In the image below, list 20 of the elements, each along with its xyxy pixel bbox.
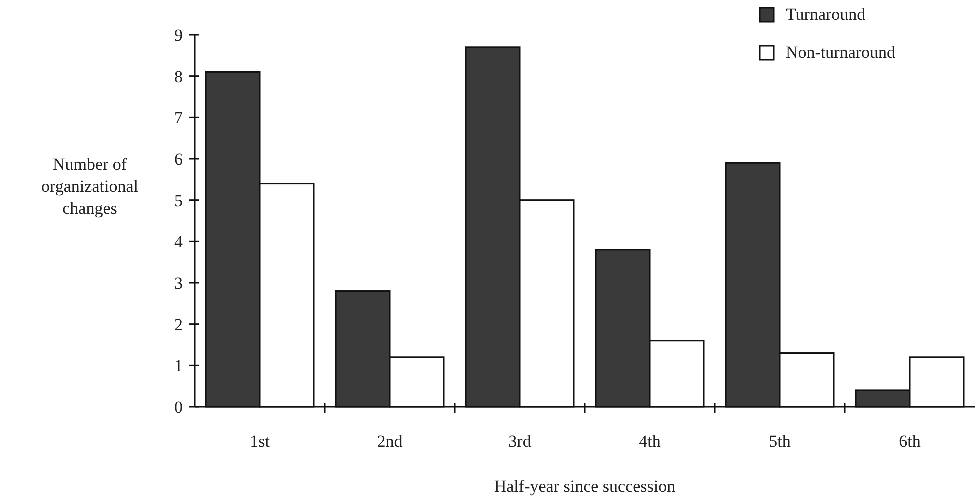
x-tick-label: 6th xyxy=(899,432,922,451)
y-tick-label: 1 xyxy=(174,356,183,376)
y-tick-label: 9 xyxy=(174,26,183,45)
y-tick-label: 4 xyxy=(174,232,184,252)
x-tick-label: 2nd xyxy=(377,432,404,451)
y-tick-label: 8 xyxy=(174,67,183,86)
y-tick-label: 0 xyxy=(174,398,183,417)
x-tick-label: 4th xyxy=(639,432,662,451)
legend-label: Turnaround xyxy=(786,5,866,24)
x-tick-label: 1st xyxy=(250,432,270,451)
y-tick-label: 2 xyxy=(174,315,183,334)
y-tick-label: 7 xyxy=(174,108,184,128)
x-tick-label: 3rd xyxy=(508,432,532,451)
y-tick-label: 6 xyxy=(174,150,183,169)
legend-label: Non-turnaround xyxy=(786,43,896,62)
y-tick-label: 5 xyxy=(174,191,183,210)
y-tick-label: 3 xyxy=(174,274,183,293)
y-axis-title: Number of organizational changes xyxy=(42,155,139,218)
x-axis-title: Half-year since succession xyxy=(494,477,676,496)
x-tick-label: 5th xyxy=(769,432,792,451)
